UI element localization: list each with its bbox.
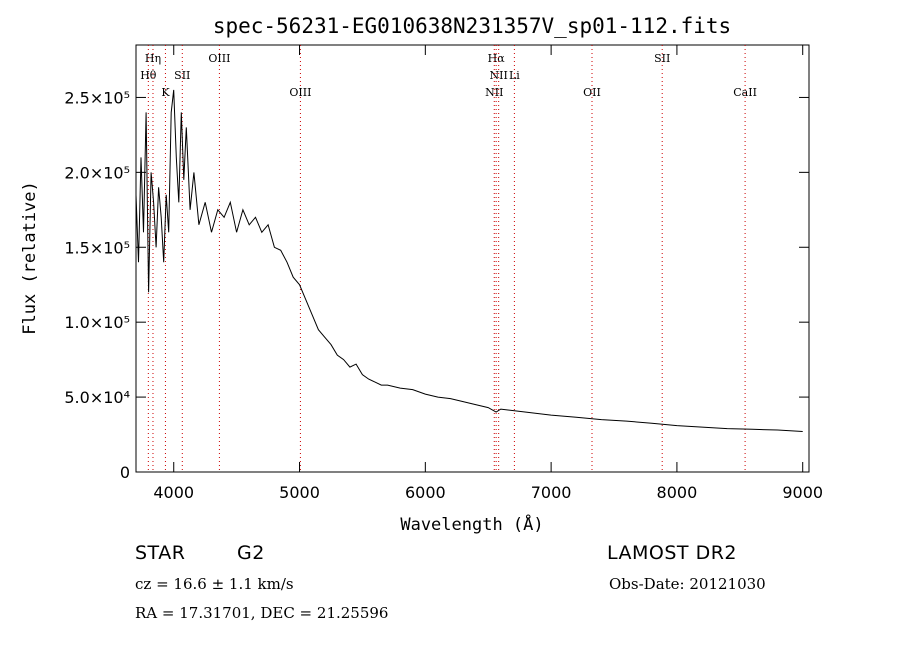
x-tick-label-3: 7000 [531, 483, 572, 502]
line-label-8: Li [509, 69, 520, 82]
x-axis-label: Wavelength (Å) [400, 513, 543, 535]
y-tick-label-5: 2.5×10⁵ [64, 88, 130, 107]
y-tick-label-4: 2.0×10⁵ [64, 163, 130, 182]
spectrum-line-0 [135, 89, 803, 432]
x-tick-label-4: 8000 [657, 483, 698, 502]
observation-date: Obs-Date: 20121030 [609, 575, 766, 593]
plot-frame [135, 44, 810, 473]
line-label-5: OIII [289, 86, 311, 99]
x-tick-label-1: 5000 [279, 483, 320, 502]
y-tick-label-0: 0 [120, 463, 130, 482]
line-label-3: SII [174, 69, 190, 82]
redshift-velocity: cz = 16.6 ± 1.1 km/s [135, 575, 294, 593]
ra-dec-coordinates: RA = 17.31701, DEC = 21.25596 [135, 604, 389, 622]
line-label-7: NII [490, 69, 508, 82]
line-label-1: Hθ [140, 69, 157, 82]
survey-name: LAMOST DR2 [607, 542, 737, 564]
line-label-10: OII [583, 86, 601, 99]
line-label-2: K [161, 86, 170, 99]
y-tick-label-3: 1.5×10⁵ [64, 238, 130, 257]
spectrum-series [135, 89, 803, 432]
line-label-9: NII [485, 86, 503, 99]
x-tick-label-2: 6000 [405, 483, 446, 502]
chart-title: spec-56231-EG010638N231357V_sp01-112.fit… [213, 14, 731, 38]
object-subclass: G2 [237, 542, 265, 564]
line-label-11: SII [654, 52, 670, 65]
y-axis: 0 5.0×10⁴ 1.0×10⁵ 1.5×10⁵ 2.0×10⁵ 2.5×10⁵ [64, 88, 809, 482]
y-axis-label: Flux (relative) [20, 181, 40, 335]
line-label-0: Hη [145, 52, 161, 65]
line-label-12: CaII [733, 86, 757, 99]
x-tick-label-5: 9000 [782, 483, 823, 502]
x-tick-label-0: 4000 [153, 483, 194, 502]
y-tick-label-1: 5.0×10⁴ [64, 388, 130, 407]
y-tick-label-2: 1.0×10⁵ [64, 313, 130, 332]
line-label-6: Hα [488, 52, 506, 65]
x-axis: 4000 5000 6000 7000 8000 9000 [153, 45, 823, 502]
line-label-4: OIII [208, 52, 230, 65]
object-class: STAR [135, 542, 186, 564]
